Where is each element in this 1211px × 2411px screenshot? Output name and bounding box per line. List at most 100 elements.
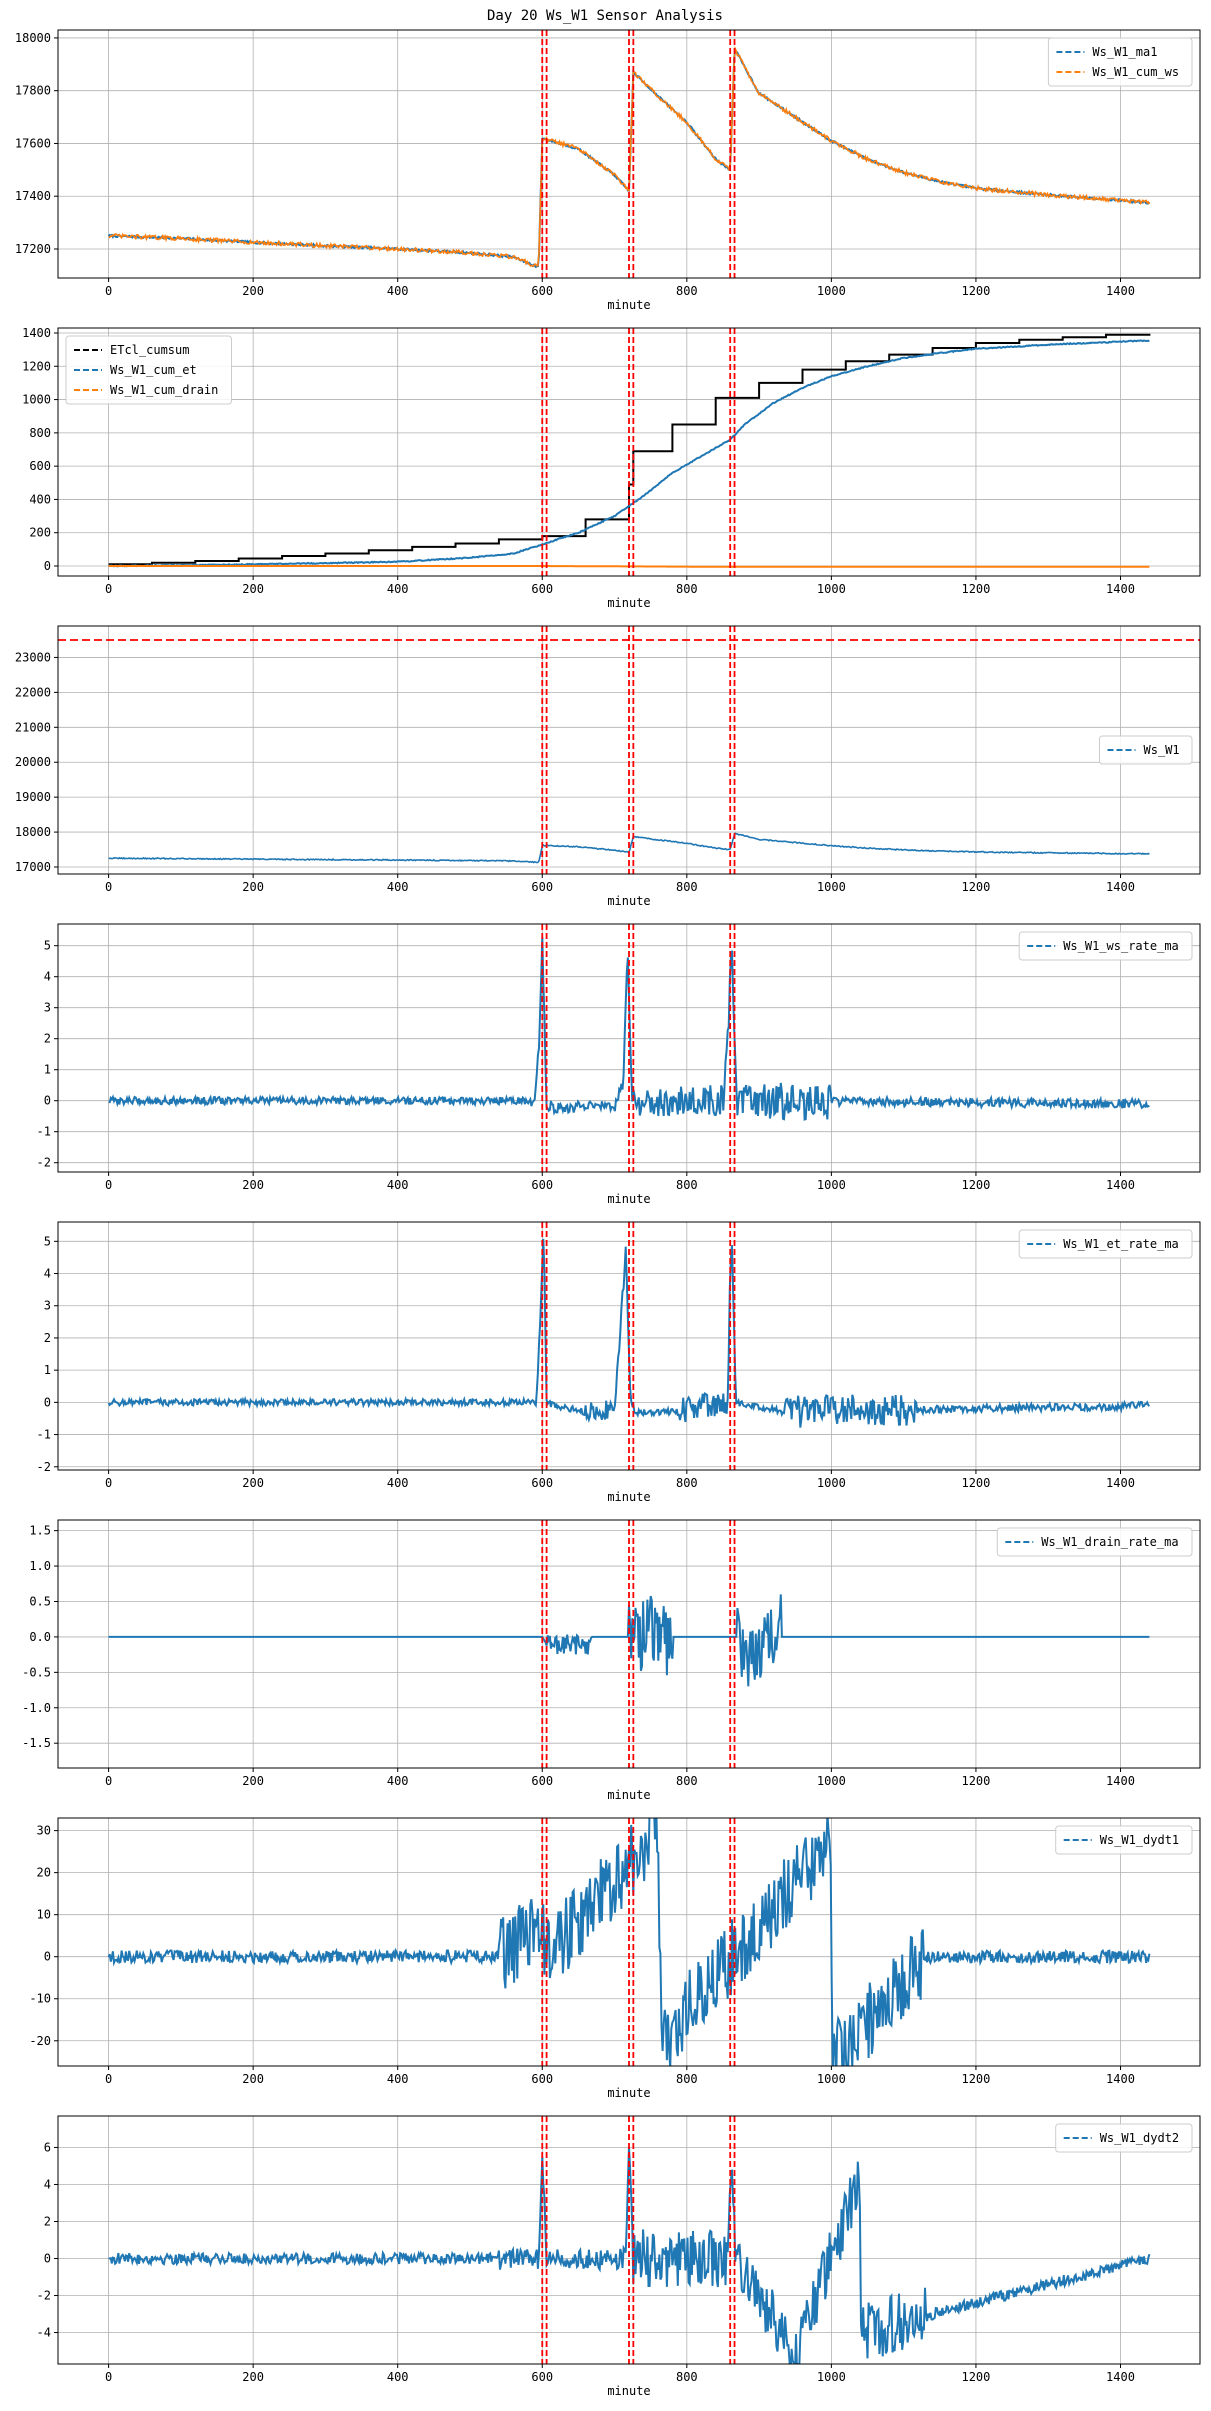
y-tick-label: 17400	[15, 189, 51, 203]
y-tick-label: 20000	[15, 755, 51, 769]
y-tick-label: -4	[37, 2326, 51, 2340]
x-tick-label: 200	[242, 582, 264, 596]
y-tick-label: -2	[37, 1460, 51, 1474]
x-tick-label: 1200	[961, 1178, 990, 1192]
y-tick-label: 17800	[15, 84, 51, 98]
axis-ticks: 0 200 400 600 800 1000 1200 1400 -20 -10 0 10 20 30	[29, 1818, 1200, 2086]
legend-box	[65, 335, 232, 405]
legend: Ws_W1_drain_rate_ma	[996, 1527, 1193, 1557]
axes-frame	[57, 923, 1201, 1173]
x-tick-label: 800	[676, 1774, 698, 1788]
x-tick-label: 800	[676, 582, 698, 596]
series-line	[108, 339, 1150, 568]
x-tick-label: 1400	[1106, 284, 1135, 298]
x-tick-label: 200	[242, 1476, 264, 1490]
y-tick-label: 5	[44, 939, 51, 953]
y-tick-label: 17600	[15, 136, 51, 150]
x-axis-label: minute	[607, 596, 650, 610]
series-group	[108, 328, 1151, 576]
figure-title: Day 20 Ws_W1 Sensor Analysis	[487, 8, 723, 24]
y-tick-label: 3	[44, 1001, 51, 1015]
x-tick-label: 1400	[1106, 1476, 1135, 1490]
y-tick-label: 1200	[22, 359, 51, 373]
x-tick-label: 1200	[961, 2072, 990, 2086]
legend-box	[1055, 1825, 1193, 1855]
chart-panel-4: 0 200 400 600 800 1000 1200 1400 -2 -1 0 1 2 3 4 5 minut…	[37, 923, 1201, 1206]
x-tick-label: 600	[531, 1178, 553, 1192]
legend: Ws_W1_ws_rate_ma	[1018, 931, 1193, 961]
x-tick-label: 1400	[1106, 582, 1135, 596]
y-tick-label: 17200	[15, 242, 51, 256]
x-tick-label: 0	[105, 880, 112, 894]
x-tick-label: 0	[105, 1774, 112, 1788]
x-tick-label: 200	[242, 284, 264, 298]
x-tick-label: 400	[387, 880, 409, 894]
series-group	[58, 626, 1200, 874]
x-axis-label: minute	[607, 894, 650, 908]
series-group	[108, 924, 1150, 1172]
axes-frame	[57, 29, 1201, 279]
axes-frame	[57, 327, 1201, 577]
y-tick-label: 1	[44, 1363, 51, 1377]
y-tick-label: 23000	[15, 650, 51, 664]
x-tick-label: 200	[242, 2072, 264, 2086]
x-tick-label: 1000	[817, 1178, 846, 1192]
legend: Ws_W1_dydt1	[1055, 1825, 1193, 1855]
axes-frame	[57, 1519, 1201, 1769]
legend: Ws_W1_et_rate_ma	[1018, 1229, 1193, 1259]
legend-label: Ws_W1_ws_rate_ma	[1063, 939, 1179, 953]
y-tick-label: 1400	[22, 326, 51, 340]
x-tick-label: 600	[531, 284, 553, 298]
x-tick-label: 1400	[1106, 2370, 1135, 2384]
x-tick-label: 0	[105, 2370, 112, 2384]
y-tick-label: 0.5	[29, 1594, 51, 1608]
y-tick-label: 30	[37, 1824, 51, 1838]
y-tick-label: 4	[44, 2177, 51, 2191]
y-tick-label: 2	[44, 1331, 51, 1345]
y-tick-label: 4	[44, 970, 51, 984]
x-tick-label: 600	[531, 880, 553, 894]
legend-label: Ws_W1_drain_rate_ma	[1041, 1535, 1178, 1549]
x-axis-label: minute	[607, 1192, 650, 1206]
y-tick-label: 0	[44, 1950, 51, 1964]
x-tick-label: 800	[676, 2072, 698, 2086]
y-tick-label: 0	[44, 2252, 51, 2266]
x-tick-label: 200	[242, 1178, 264, 1192]
axis-ticks: 0 200 400 600 800 1000 1200 1400 17000 18000 19000…	[15, 626, 1200, 894]
x-tick-label: 1400	[1106, 1774, 1135, 1788]
x-tick-label: 1000	[817, 2072, 846, 2086]
legend-label: Ws_W1_cum_ws	[1092, 65, 1179, 79]
x-tick-label: 200	[242, 1774, 264, 1788]
x-tick-label: 1200	[961, 2370, 990, 2384]
legend-label: ETcl_cumsum	[110, 343, 189, 357]
x-tick-label: 1200	[961, 1476, 990, 1490]
axes-frame	[57, 1817, 1201, 2067]
x-tick-label: 1400	[1106, 1178, 1135, 1192]
y-tick-label: 0.0	[29, 1630, 51, 1644]
x-tick-label: 0	[105, 1178, 112, 1192]
x-tick-label: 1000	[817, 1774, 846, 1788]
y-tick-label: 0	[44, 1395, 51, 1409]
y-tick-label: 17000	[15, 860, 51, 874]
y-tick-label: 2	[44, 1032, 51, 1046]
y-tick-label: -1.0	[22, 1701, 51, 1715]
y-tick-label: 2	[44, 2214, 51, 2228]
y-tick-label: 0	[44, 1094, 51, 1108]
x-tick-label: 1200	[961, 284, 990, 298]
y-tick-label: 19000	[15, 790, 51, 804]
series-group	[107, 1222, 1151, 1470]
x-tick-label: 800	[676, 1178, 698, 1192]
x-tick-label: 1000	[817, 284, 846, 298]
x-tick-label: 400	[387, 1774, 409, 1788]
x-tick-label: 800	[676, 284, 698, 298]
chart-panel-1: 0 200 400 600 800 1000 1200 1400 17200 17400 17600…	[15, 29, 1201, 312]
x-tick-label: 1400	[1106, 880, 1135, 894]
axes-frame	[57, 1221, 1201, 1471]
legend-label: Ws_W1_dydt2	[1100, 2131, 1179, 2145]
x-tick-label: 400	[387, 1178, 409, 1192]
series-group	[107, 30, 1151, 278]
series-line	[108, 45, 1151, 268]
legend-label: Ws_W1_cum_drain	[110, 383, 218, 397]
chart-panel-7: 0 200 400 600 800 1000 1200 1400 -20 -10 0 10 20 30 mi…	[29, 1817, 1201, 2100]
